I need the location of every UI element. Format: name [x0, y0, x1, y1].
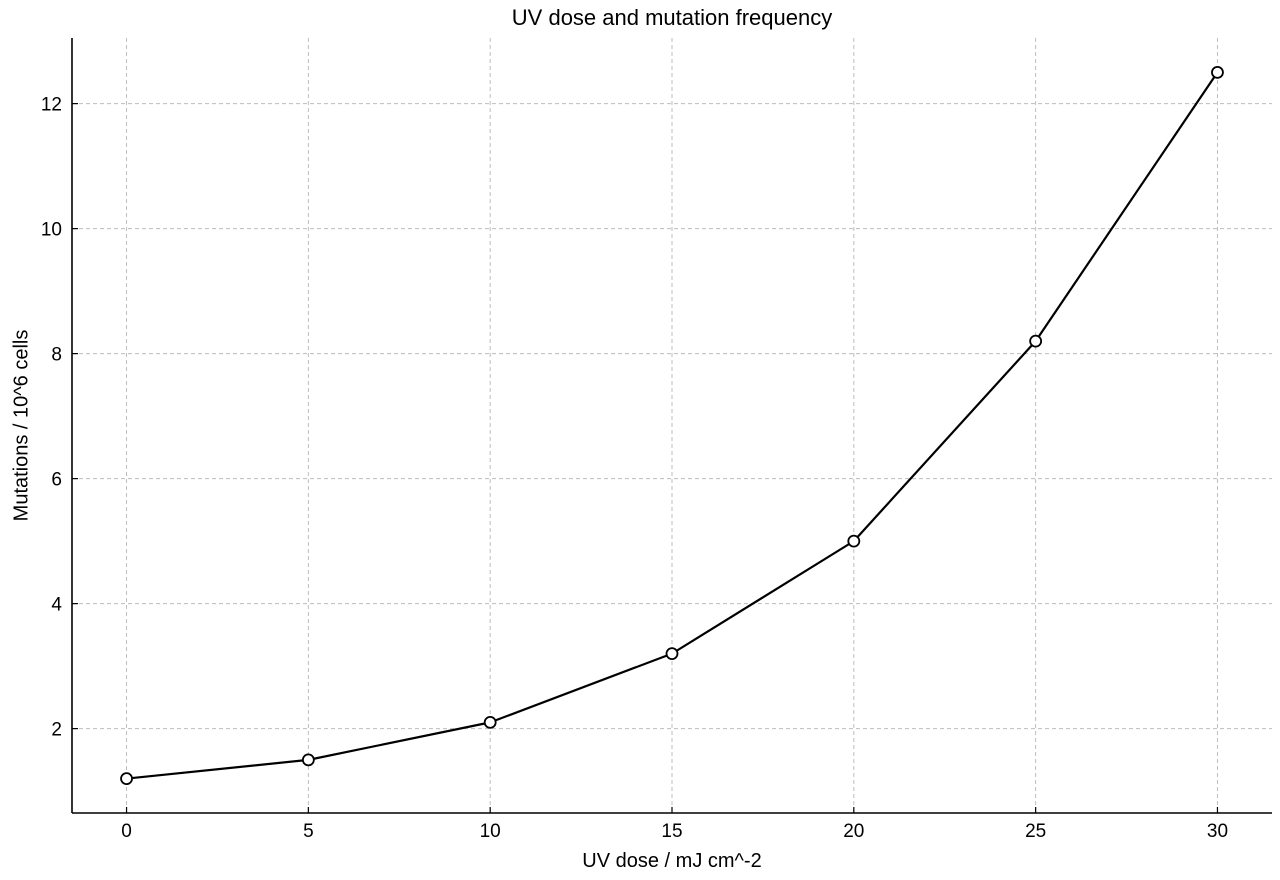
data-point: [1029, 334, 1043, 348]
data-point: [483, 715, 497, 729]
data-point: [120, 772, 133, 786]
data-point: [1211, 65, 1224, 79]
grid: [72, 38, 1272, 813]
x-axis-label: UV dose / mJ cm^-2: [582, 850, 761, 872]
data-point: [301, 753, 315, 767]
x-tick-label: 15: [661, 821, 682, 842]
data-point: [847, 534, 861, 548]
x-tick-label: 20: [843, 821, 864, 842]
data-point: [665, 647, 679, 661]
y-tick-label: 2: [51, 720, 62, 741]
chart-title: UV dose and mutation frequency: [512, 5, 832, 30]
ticks: 0 5 10 15 20 25 30 2 4 6 8 10 12: [41, 95, 1228, 842]
data-points: [120, 65, 1224, 786]
x-tick-label: 30: [1207, 821, 1228, 842]
y-tick-label: 4: [51, 595, 62, 616]
y-tick-label: 8: [51, 345, 62, 366]
x-tick-label: 5: [303, 821, 314, 842]
x-tick-label: 10: [480, 821, 501, 842]
y-tick-label: 12: [41, 95, 62, 116]
y-tick-label: 10: [41, 220, 62, 241]
x-tick-label: 0: [121, 821, 132, 842]
y-axis-label: Mutations / 10^6 cells: [10, 330, 32, 522]
y-tick-label: 6: [51, 470, 62, 491]
x-tick-label: 25: [1025, 821, 1046, 842]
